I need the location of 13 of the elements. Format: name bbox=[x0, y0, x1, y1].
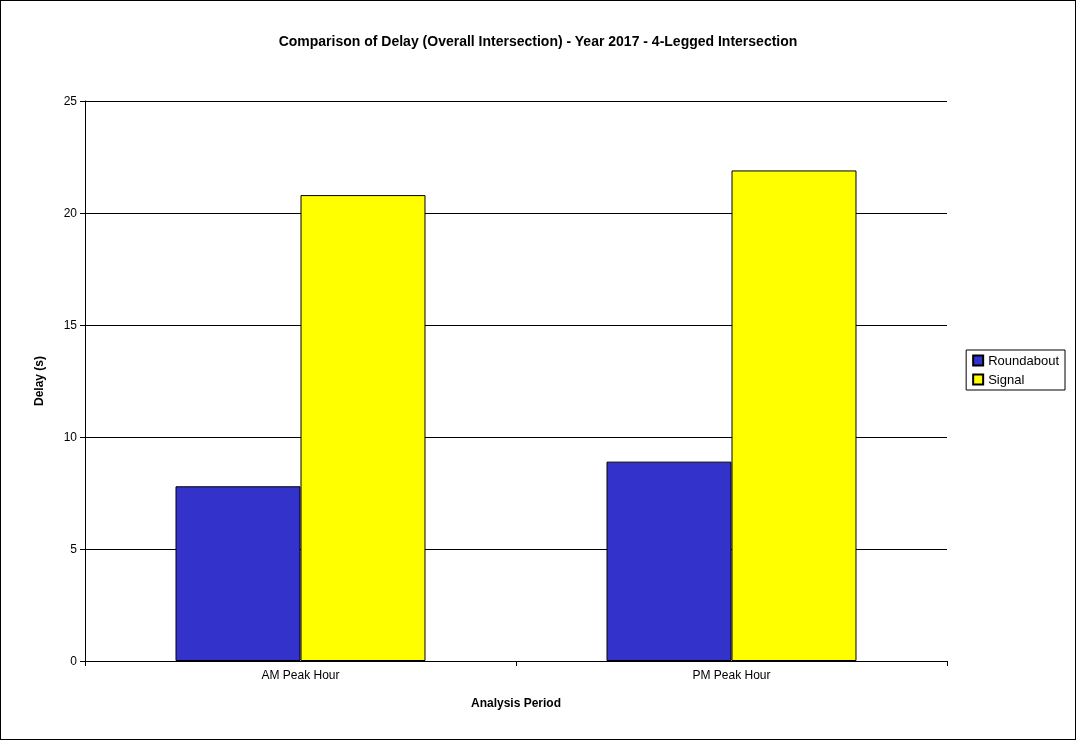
y-axis-title: Delay (s) bbox=[32, 355, 46, 407]
y-tick-label: 10 bbox=[63, 430, 78, 444]
x-tick-label: AM Peak Hour bbox=[261, 668, 340, 682]
y-tick-label: 5 bbox=[70, 542, 78, 556]
chart-title: Comparison of Delay (Overall Intersection) - Year 2017 - 4-Legged Intersection bbox=[278, 33, 798, 49]
x-tick-label: PM Peak Hour bbox=[692, 668, 771, 682]
legend-label: Roundabout bbox=[988, 353, 1060, 368]
y-tick-label: 15 bbox=[63, 318, 78, 332]
y-tick-label: 25 bbox=[63, 94, 78, 108]
y-tick-label: 0 bbox=[70, 654, 78, 668]
y-tick-label: 20 bbox=[63, 206, 78, 220]
x-axis-title: Analysis Period bbox=[470, 696, 562, 710]
legend-label: Signal bbox=[988, 372, 1025, 387]
